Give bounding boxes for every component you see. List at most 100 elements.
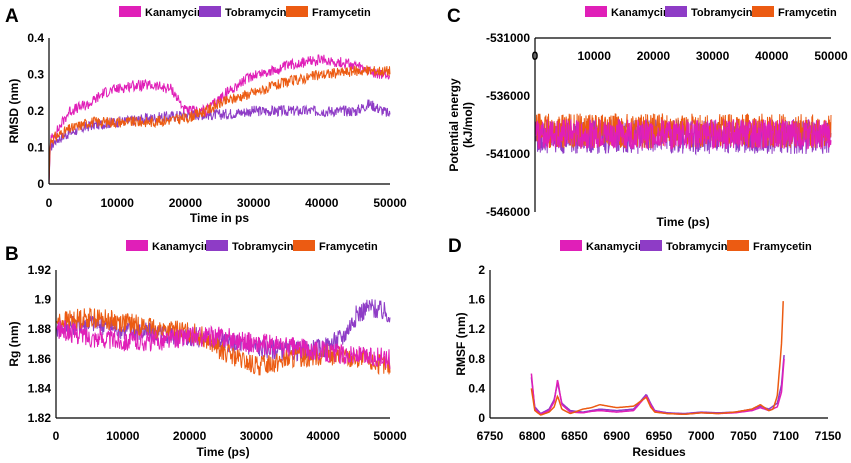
series-group [48, 54, 391, 185]
x-axis-label: Time (ps) [196, 445, 249, 459]
x-tick-6750: 6750 [477, 429, 504, 443]
x-tick-10000: 10000 [101, 196, 135, 210]
panel-c: C Kanamycin Tobramycin Framycetin 0 10000 2000… [447, 6, 848, 229]
y-tick-1-9: 1.9 [34, 293, 51, 307]
y-axis-label: Potential energy(kJ/mol) [447, 78, 475, 172]
y-tick-546000: -546000 [486, 205, 530, 219]
y-tick-536000: -536000 [486, 89, 530, 103]
y-tick-531000: -531000 [486, 31, 530, 45]
x-axis-label: Time in ps [190, 211, 249, 225]
legend-swatch-framycetin [727, 240, 749, 251]
y-tick-0: 0 [37, 177, 44, 191]
x-axis-label: Time (ps) [656, 215, 709, 229]
y-tick-0: 0 [478, 411, 485, 425]
y-tick-1-82: 1.82 [28, 411, 52, 425]
legend-label-framycetin: Framycetin [319, 241, 378, 253]
legend-label-framycetin: Framycetin [312, 7, 371, 19]
x-tick-50000: 50000 [373, 429, 407, 443]
x-tick-40000: 40000 [307, 429, 341, 443]
legend-label-kanamycin: Kanamycin [145, 7, 204, 19]
legend-swatch-tobramycin [199, 6, 221, 17]
legend-swatch-framycetin [286, 6, 308, 17]
y-tick-0-1: 0.1 [27, 141, 44, 155]
x-tick-6850: 6850 [561, 429, 588, 443]
x-tick-20000: 20000 [637, 49, 671, 63]
y-tick-0-3: 0.3 [27, 68, 44, 82]
x-tick-0: 0 [46, 196, 53, 210]
legend-label-tobramycin: Tobramycin [666, 241, 728, 253]
x-tick-7100: 7100 [772, 429, 799, 443]
series-framycetin [530, 301, 784, 416]
x-tick-6900: 6900 [603, 429, 630, 443]
x-tick-50000: 50000 [814, 49, 848, 63]
x-tick-7050: 7050 [730, 429, 757, 443]
x-tick-7150: 7150 [815, 429, 842, 443]
legend-swatch-tobramycin [206, 240, 228, 251]
x-tick-50000: 50000 [373, 196, 407, 210]
legend-label-kanamycin: Kanamycin [611, 7, 670, 19]
series-group [535, 113, 832, 156]
legend-label-tobramycin: Tobramycin [225, 7, 287, 19]
series-kanamycin [48, 54, 391, 185]
x-tick-40000: 40000 [755, 49, 789, 63]
legend-swatch-tobramycin [640, 240, 662, 251]
x-tick-20000: 20000 [173, 429, 207, 443]
legend-swatch-kanamycin [560, 240, 582, 251]
x-tick-40000: 40000 [305, 196, 339, 210]
y-tick-0-8: 0.8 [468, 352, 485, 366]
series-kanamycin [535, 119, 832, 151]
y-axis-label: Rg (nm) [7, 321, 21, 366]
x-tick-0: 0 [532, 49, 539, 63]
x-tick-30000: 30000 [237, 196, 271, 210]
y-tick-1-6: 1.6 [468, 293, 485, 307]
y-axis-label: RMSF (nm) [454, 312, 468, 375]
panel-label: A [5, 6, 19, 27]
y-tick-1-84: 1.84 [28, 381, 52, 395]
series-framycetin [48, 65, 391, 185]
y-axis-label: RMSD (nm) [7, 79, 21, 144]
y-tick-0-4: 0.4 [468, 381, 485, 395]
panel-label: C [447, 6, 461, 27]
y-tick-1-88: 1.88 [28, 322, 52, 336]
legend-label-tobramycin: Tobramycin [691, 7, 753, 19]
x-tick-30000: 30000 [696, 49, 730, 63]
panel-d: D Kanamycin Tobramycin Framycetin 6750 6800 68… [448, 236, 842, 459]
y-tick-1-86: 1.86 [28, 352, 52, 366]
y-tick-541000: -541000 [486, 147, 530, 161]
series-tobramycin [535, 118, 832, 156]
y-tick-0-2: 0.2 [27, 104, 44, 118]
y-tick-2: 2 [478, 263, 485, 277]
x-tick-7000: 7000 [688, 429, 715, 443]
series-group [55, 299, 391, 376]
legend-label-kanamycin: Kanamycin [586, 241, 645, 253]
legend-label-framycetin: Framycetin [778, 7, 837, 19]
series-framycetin [535, 113, 832, 149]
series-tobramycin [48, 99, 391, 185]
series-tobramycin [530, 355, 785, 415]
legend-swatch-kanamycin [126, 240, 148, 251]
series-kanamycin [55, 319, 391, 369]
x-tick-0: 0 [53, 429, 60, 443]
x-tick-6950: 6950 [646, 429, 673, 443]
x-axis-label: Residues [632, 445, 686, 459]
y-tick-1-2: 1.2 [468, 322, 485, 336]
legend-swatch-tobramycin [665, 6, 687, 17]
panel-label: D [448, 236, 462, 257]
panel-b: B Kanamycin Tobramycin Framycetin 0 10000 2000… [5, 240, 407, 459]
legend-label-kanamycin: Kanamycin [152, 241, 211, 253]
x-tick-10000: 10000 [106, 429, 140, 443]
legend-swatch-kanamycin [119, 6, 141, 17]
panel-label: B [5, 244, 19, 265]
x-tick-20000: 20000 [169, 196, 203, 210]
legend-label-framycetin: Framycetin [753, 241, 812, 253]
y-tick-0-4: 0.4 [27, 31, 44, 45]
legend-swatch-framycetin [293, 240, 315, 251]
legend-swatch-framycetin [752, 6, 774, 17]
series-kanamycin [530, 358, 785, 416]
x-tick-30000: 30000 [240, 429, 274, 443]
x-tick-6800: 6800 [519, 429, 546, 443]
panel-a: A Kanamycin Tobramycin Framycetin 0 10000 2000… [5, 6, 407, 225]
legend-swatch-kanamycin [585, 6, 607, 17]
y-tick-1-92: 1.92 [28, 263, 52, 277]
